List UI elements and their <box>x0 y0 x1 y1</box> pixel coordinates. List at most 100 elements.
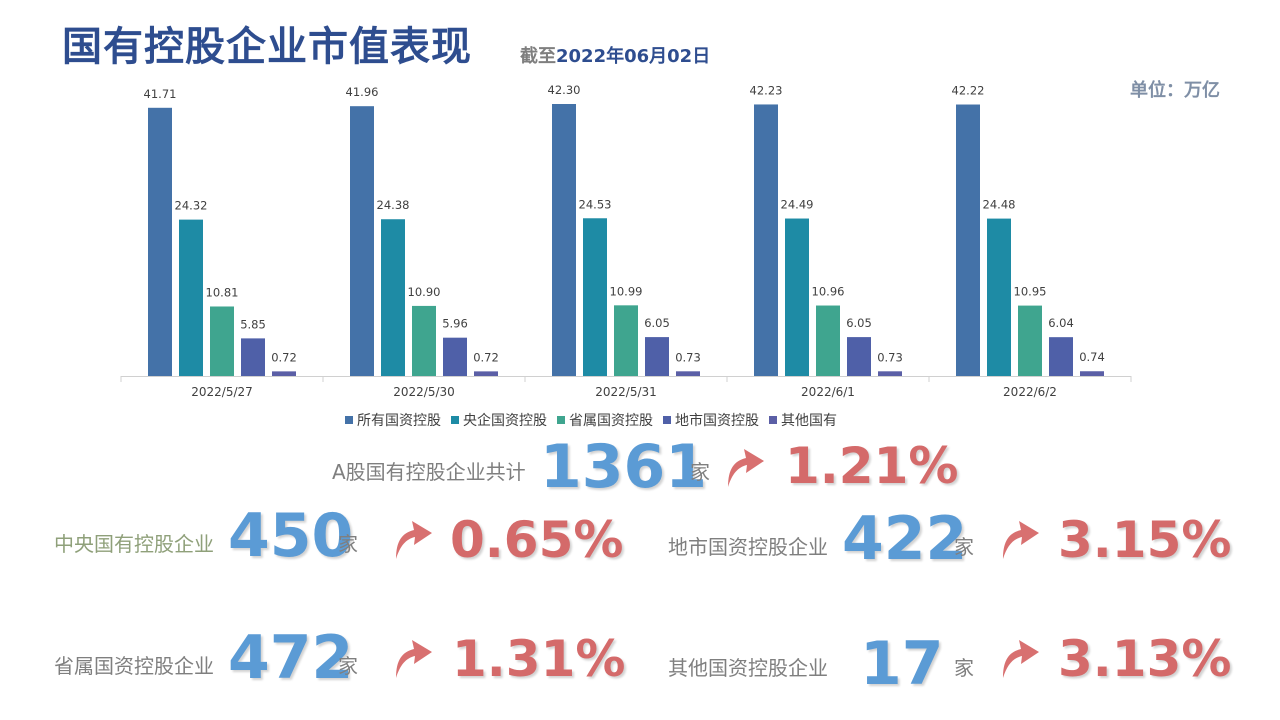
data-label: 24.48 <box>983 198 1016 212</box>
data-label: 6.04 <box>1048 316 1074 330</box>
city-count: 422 <box>842 504 968 574</box>
total-change: 1.21% <box>785 437 959 495</box>
subtitle-prefix: 截至 <box>520 46 556 67</box>
bar <box>210 306 234 376</box>
bar <box>847 337 871 376</box>
other-change: 3.13% <box>1058 630 1232 688</box>
bar <box>350 106 374 377</box>
x-tick-label: 2022/6/1 <box>801 385 855 399</box>
data-label: 42.30 <box>548 83 581 97</box>
subtitle-date: 2022年06月02日 <box>556 46 711 67</box>
province-change: 1.31% <box>452 630 626 688</box>
unit-label: 单位：万亿 <box>1130 80 1220 101</box>
legend-swatch <box>769 416 777 424</box>
bar <box>614 305 638 376</box>
province-count: 472 <box>228 623 354 693</box>
data-label: 41.71 <box>144 87 177 101</box>
total-count: 1361 <box>540 432 707 502</box>
bar <box>754 104 778 376</box>
legend-swatch <box>451 416 459 424</box>
up-arrow-icon <box>396 640 432 678</box>
bar <box>1049 337 1073 376</box>
data-label: 10.90 <box>408 285 441 299</box>
total-label: A股国有控股企业共计 <box>332 460 526 484</box>
data-label: 5.96 <box>442 317 468 331</box>
bar <box>1080 371 1104 376</box>
data-label: 24.32 <box>175 199 208 213</box>
data-label: 0.72 <box>473 350 499 364</box>
other-label: 其他国资控股企业 <box>668 656 828 680</box>
province-label: 省属国资控股企业 <box>54 654 214 678</box>
bar <box>878 371 902 376</box>
legend-item: 央企国资控股 <box>451 410 547 430</box>
legend-label: 央企国资控股 <box>463 413 547 429</box>
other-unit: 家 <box>954 656 974 680</box>
city-change: 3.15% <box>1058 511 1232 569</box>
bar <box>474 371 498 376</box>
central-label: 中央国有控股企业 <box>54 532 214 556</box>
bar <box>412 305 436 376</box>
data-label: 0.73 <box>877 350 903 364</box>
data-label: 42.23 <box>750 83 783 97</box>
bar <box>816 305 840 376</box>
data-label: 10.81 <box>206 285 239 299</box>
bar <box>987 218 1011 376</box>
data-label: 0.74 <box>1079 350 1105 364</box>
data-label: 24.53 <box>579 197 612 211</box>
bar <box>676 371 700 376</box>
up-arrow-icon <box>396 521 432 559</box>
bar <box>241 338 265 376</box>
data-label: 10.99 <box>610 284 643 298</box>
bar <box>148 107 172 376</box>
x-tick-label: 2022/5/31 <box>595 385 657 399</box>
legend-item: 地市国资控股 <box>663 410 759 430</box>
bar <box>552 104 576 376</box>
data-label: 6.05 <box>846 316 872 330</box>
data-label: 10.95 <box>1014 285 1047 299</box>
legend-label: 地市国资控股 <box>675 413 759 429</box>
legend-label: 省属国资控股 <box>569 413 653 429</box>
chart-legend: 所有国资控股 央企国资控股 省属国资控股 地市国资控股 其他国有 <box>345 410 837 430</box>
legend-item: 其他国有 <box>769 410 837 430</box>
total-unit: 家 <box>690 460 710 484</box>
bar <box>785 218 809 376</box>
up-arrow-icon <box>1003 640 1039 678</box>
data-label: 42.22 <box>952 84 985 98</box>
bar <box>179 219 203 376</box>
data-label: 10.96 <box>812 285 845 299</box>
x-tick-label: 2022/5/30 <box>393 385 455 399</box>
up-arrow-icon <box>1003 521 1039 559</box>
x-tick-label: 2022/6/2 <box>1003 385 1057 399</box>
other-count: 17 <box>860 629 944 699</box>
bar <box>381 219 405 376</box>
date-subtitle: 截至2022年06月02日 <box>520 42 710 68</box>
city-label: 地市国资控股企业 <box>668 535 828 559</box>
x-tick-label: 2022/5/27 <box>191 385 253 399</box>
legend-item: 省属国资控股 <box>557 410 653 430</box>
legend-item: 所有国资控股 <box>345 410 441 430</box>
up-arrow-icon <box>728 449 764 487</box>
data-label: 6.05 <box>644 316 670 330</box>
data-label: 41.96 <box>346 85 379 99</box>
bar <box>583 218 607 376</box>
legend-swatch <box>345 416 353 424</box>
bar <box>272 371 296 376</box>
legend-swatch <box>663 416 671 424</box>
bar <box>443 337 467 376</box>
data-label: 5.85 <box>240 317 266 331</box>
legend-swatch <box>557 416 565 424</box>
central-unit: 家 <box>338 532 358 556</box>
city-unit: 家 <box>954 535 974 559</box>
bar <box>956 104 980 377</box>
legend-label: 其他国有 <box>781 413 837 429</box>
bar-chart: 41.71 24.32 10.81 5.85 0.72 2022/5/27 41.96 24.… <box>120 83 1132 399</box>
data-label: 24.38 <box>377 198 410 212</box>
bar <box>1018 305 1042 376</box>
province-unit: 家 <box>338 654 358 678</box>
data-label: 24.49 <box>781 198 814 212</box>
data-label: 0.73 <box>675 350 701 364</box>
central-count: 450 <box>228 501 354 571</box>
page-title: 国有控股企业市值表现 <box>62 24 472 70</box>
central-change: 0.65% <box>450 511 624 569</box>
bar <box>645 337 669 376</box>
